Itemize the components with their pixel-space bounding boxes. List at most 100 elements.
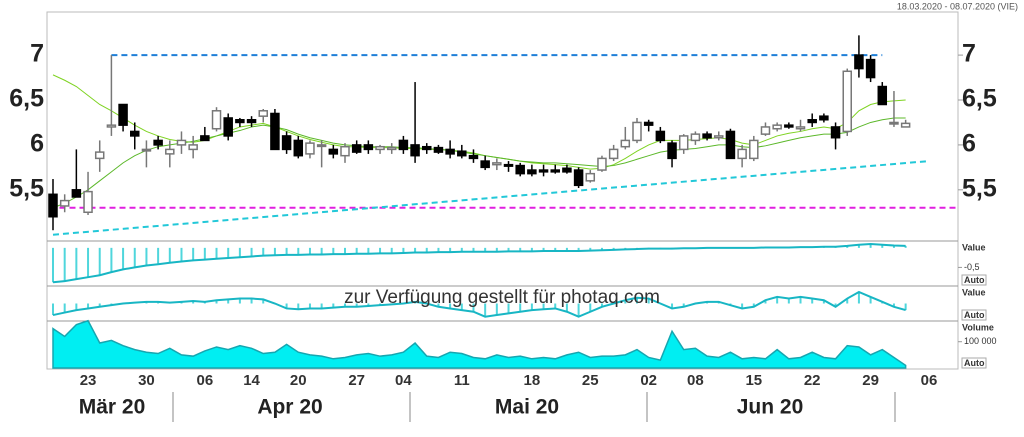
candle-body (94, 151, 105, 160)
indicator-bar (238, 298, 241, 304)
x-tick-label: 04 (395, 372, 412, 389)
indicator-bar (390, 247, 393, 254)
x-tick-label: 20 (290, 372, 307, 389)
candle-body (305, 142, 315, 155)
y-tick-label: 7 (30, 40, 44, 68)
candle-body (877, 85, 888, 106)
indicator-bar (308, 247, 311, 255)
indicator-bar (63, 303, 66, 313)
indicator-bar (519, 247, 522, 252)
candle-body (678, 135, 689, 151)
indicator-bar (262, 299, 265, 304)
y-tick-label: 5,5 (9, 174, 44, 202)
candle-body (211, 110, 222, 130)
y-tick-label: 100 000 (964, 336, 997, 346)
indicator-bar (215, 300, 218, 304)
candle-body (141, 148, 152, 152)
candle-body (597, 157, 607, 171)
candle-body (550, 169, 560, 173)
candle-body (795, 126, 806, 130)
candle-body (59, 199, 70, 207)
candle-body (480, 160, 490, 169)
indicator-bar (285, 303, 288, 309)
x-tick-label: 30 (138, 372, 155, 389)
indicator-bar (892, 245, 895, 248)
indicator-bar (75, 303, 78, 311)
candle-body (585, 172, 596, 182)
indicator-bar (589, 247, 592, 251)
indicator-bar (764, 300, 767, 304)
candle-body (153, 139, 163, 146)
candle-body (410, 144, 420, 157)
indicator-bar (52, 303, 54, 316)
indicator-bar (846, 298, 849, 304)
indicator-bar (741, 303, 744, 309)
x-tick-label: 18 (524, 372, 541, 389)
candle-body (889, 121, 899, 125)
candle-body (398, 139, 409, 151)
indicator-bar (87, 303, 90, 309)
month-label: Mär 20 (79, 396, 146, 419)
indicator-bar (811, 298, 814, 304)
indicator-bar (157, 247, 160, 265)
indicator-bar (472, 247, 475, 252)
x-tick-label: 29 (862, 372, 879, 389)
y-tick-label: 6,5 (962, 85, 997, 113)
indicator-bar (495, 247, 498, 252)
candle-body (188, 144, 198, 151)
indicator-bar (530, 247, 533, 252)
candle-body (375, 145, 385, 151)
indicator-bar (355, 303, 358, 307)
indicator-line (52, 242, 906, 284)
indicator-bar (320, 247, 323, 255)
indicator-bar (904, 303, 907, 311)
candle-body (270, 112, 280, 151)
candle-body (865, 58, 876, 79)
x-tick-label: 08 (687, 372, 704, 389)
indicator-bar (589, 303, 592, 312)
indicator-bar (332, 303, 335, 308)
scale-button (961, 274, 987, 286)
indicator-bar (122, 247, 125, 270)
x-tick-label: 02 (640, 372, 657, 389)
scale-label: Auto (964, 358, 985, 368)
candle-body (527, 169, 537, 175)
indicator-bar (332, 247, 335, 255)
indicator-bar (472, 303, 475, 312)
candle-body (83, 190, 93, 214)
indicator-bar (262, 247, 265, 256)
candle-body (316, 144, 327, 148)
candle-body (246, 119, 257, 124)
indicator-bar (554, 303, 557, 309)
indicator-bar (133, 247, 136, 268)
candle-body (714, 135, 724, 139)
indicator-bar (320, 303, 323, 309)
subtitle: 18.03.2020 - 08.07.2020 (VIE) (897, 1, 1018, 11)
indicator-bar (297, 247, 300, 255)
panel-label: Volume (962, 322, 994, 332)
y-tick-label: 7 (962, 40, 976, 68)
month-label: Apr 20 (257, 396, 322, 419)
candle-body (386, 146, 397, 151)
candle-body (842, 70, 852, 133)
scale-button (961, 357, 987, 369)
indicator-bar (577, 303, 580, 317)
month-label: Mai 20 (495, 396, 559, 419)
candle-body (281, 135, 292, 151)
candle-body (445, 148, 455, 155)
indicator-bar (577, 247, 580, 251)
indicator-bar (600, 247, 603, 251)
x-tick-label: 25 (582, 372, 599, 389)
indicator-bar (297, 303, 300, 310)
indicator-bar (227, 299, 230, 304)
indicator-bar (507, 247, 510, 252)
candle-body (632, 121, 642, 142)
indicator-bar (414, 247, 417, 253)
candle-body (223, 117, 233, 137)
indicator-bar (624, 300, 627, 304)
indicator-bar (437, 247, 440, 253)
candle-body (655, 130, 666, 142)
indicator-bar (87, 247, 90, 278)
candle-body (176, 139, 187, 146)
